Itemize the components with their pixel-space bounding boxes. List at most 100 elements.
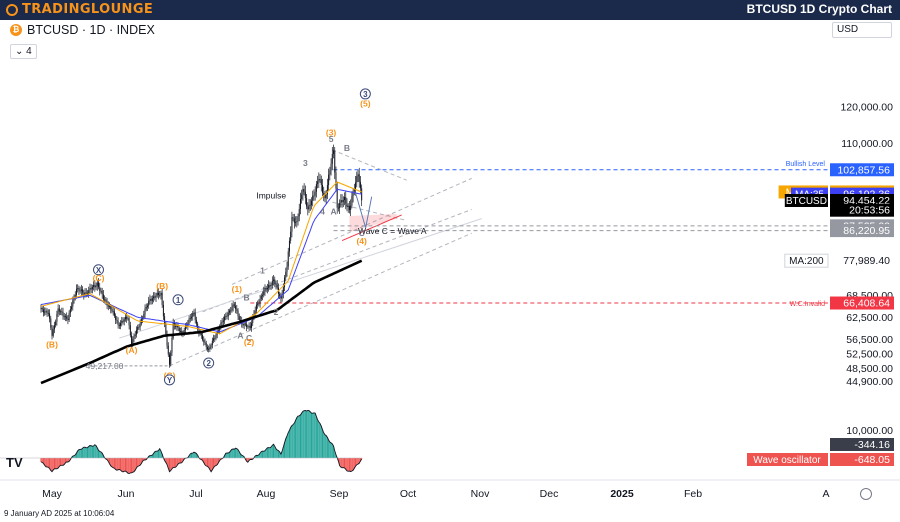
candle-body bbox=[222, 320, 224, 322]
target-zone bbox=[349, 213, 397, 233]
candle-body bbox=[69, 309, 71, 313]
x-tick-label: Sep bbox=[330, 488, 349, 500]
candle-body bbox=[264, 288, 266, 292]
candle-body bbox=[275, 284, 277, 285]
candle-body bbox=[164, 316, 166, 324]
candle-body bbox=[79, 290, 81, 292]
candle-body bbox=[251, 323, 253, 329]
candle-body bbox=[51, 327, 53, 336]
candle-body bbox=[345, 197, 347, 204]
oscillator-value: -648.05 bbox=[854, 454, 890, 466]
candle-body bbox=[64, 316, 66, 318]
price-tag-value: 77,989.40 bbox=[843, 255, 890, 267]
trend-line bbox=[119, 218, 482, 339]
candle-body bbox=[41, 307, 43, 310]
candle-body bbox=[298, 208, 300, 217]
candle-body bbox=[317, 181, 319, 184]
x-tick-label: Nov bbox=[471, 488, 490, 500]
currency-selector[interactable]: USD bbox=[832, 22, 892, 38]
symbol-legend[interactable]: ₿ BTCUSD · 1D · INDEX bbox=[10, 22, 155, 38]
candle-body bbox=[102, 294, 104, 300]
candle-body bbox=[288, 240, 290, 252]
candle-body bbox=[112, 311, 114, 312]
header-bar: TRADINGLOUNGE BTCUSD 1D Crypto Chart bbox=[0, 0, 900, 20]
candle-body bbox=[219, 327, 221, 331]
candle-body bbox=[333, 150, 335, 154]
candle-body bbox=[145, 306, 147, 309]
candle-body bbox=[259, 298, 261, 304]
candle-body bbox=[193, 312, 195, 314]
candle-body bbox=[235, 305, 237, 310]
candle-body bbox=[63, 315, 65, 318]
candle-body bbox=[225, 315, 227, 317]
candle-body bbox=[113, 311, 115, 316]
wave-label: Y bbox=[167, 376, 173, 385]
candle-body bbox=[213, 338, 215, 341]
candle-body bbox=[273, 279, 275, 281]
candle-body bbox=[62, 311, 64, 316]
candle-body bbox=[200, 333, 202, 336]
candle-body bbox=[297, 216, 299, 222]
candle-body bbox=[132, 338, 134, 345]
candle-body bbox=[77, 288, 79, 289]
indicator-count: 4 bbox=[26, 46, 32, 57]
chevron-down-icon: ⌄ bbox=[15, 46, 24, 57]
candle-body bbox=[296, 221, 298, 223]
candle-body bbox=[154, 296, 156, 298]
projection-arrow bbox=[355, 192, 373, 228]
chart-heading: BTCUSD 1D Crypto Chart bbox=[746, 2, 892, 16]
candle-body bbox=[146, 305, 148, 307]
x-tick-label: Oct bbox=[400, 488, 416, 500]
candle-body bbox=[334, 150, 336, 173]
candle-body bbox=[85, 292, 87, 294]
wave-label: (B) bbox=[156, 281, 168, 291]
candle-body bbox=[281, 294, 283, 299]
candle-body bbox=[293, 218, 295, 223]
wave-label: X bbox=[96, 266, 102, 275]
candle-body bbox=[98, 282, 100, 288]
wave-label: C bbox=[359, 228, 365, 238]
candle-body bbox=[110, 305, 112, 310]
wave-label: B bbox=[244, 293, 250, 303]
candle-body bbox=[232, 304, 234, 308]
candle-body bbox=[178, 328, 180, 332]
candle-body bbox=[105, 299, 107, 302]
candle-body bbox=[335, 172, 337, 189]
candle-body bbox=[49, 313, 51, 319]
wave-label: 5 bbox=[329, 134, 334, 144]
channel-lower-line bbox=[169, 232, 472, 367]
indicator-count-toggle[interactable]: ⌄ 4 bbox=[10, 44, 37, 59]
candle-body bbox=[156, 292, 158, 296]
candle-body bbox=[318, 178, 320, 182]
candle-body bbox=[270, 285, 272, 287]
candle-body bbox=[280, 296, 282, 299]
candle-body bbox=[209, 346, 211, 350]
gear-icon[interactable] bbox=[860, 488, 872, 500]
price-tag-box bbox=[830, 296, 894, 310]
wave-label: (A) bbox=[126, 345, 138, 355]
candle-body bbox=[204, 342, 206, 344]
candle-body bbox=[314, 191, 316, 196]
candle-body bbox=[243, 323, 245, 326]
candle-body bbox=[355, 182, 357, 190]
wave-circle-marker bbox=[203, 357, 215, 369]
candle-body bbox=[129, 325, 131, 336]
wave-label: 1 bbox=[176, 296, 181, 305]
candle-body bbox=[263, 291, 265, 295]
candle-body bbox=[248, 325, 250, 327]
wave-label: (4) bbox=[356, 236, 367, 246]
candle-body bbox=[330, 163, 332, 171]
candle-body bbox=[205, 343, 207, 347]
candle-body bbox=[252, 316, 254, 324]
wave-label: (C) bbox=[93, 273, 105, 283]
candle-body bbox=[269, 284, 271, 286]
price-tag-name: MA:200 bbox=[789, 256, 824, 267]
candle-body bbox=[67, 318, 69, 321]
candle-body bbox=[58, 308, 60, 312]
candle-body bbox=[220, 322, 222, 328]
candle-body bbox=[274, 279, 276, 285]
candle-body bbox=[189, 318, 191, 319]
candle-body bbox=[301, 194, 303, 200]
candle-body bbox=[279, 293, 281, 297]
